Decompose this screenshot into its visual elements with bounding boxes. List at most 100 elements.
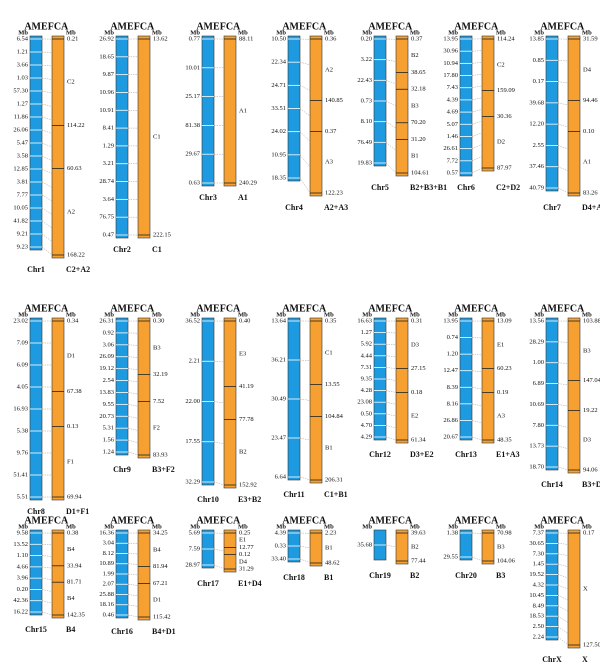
synteny-link: [299, 558, 311, 563]
fca-position: 94.46: [583, 97, 598, 104]
ame-position: 10.95: [271, 151, 286, 158]
synteny-link: [557, 636, 569, 645]
ame-chromosome: [545, 35, 559, 192]
mb-left: Mb: [104, 311, 114, 318]
ame-position: 4.44: [361, 352, 373, 359]
ame-position: 3.06: [103, 341, 115, 348]
fca-position: 48.35: [497, 436, 512, 443]
ame-position: 12.20: [529, 121, 544, 128]
synteny-link: [41, 142, 53, 148]
synteny-link: [41, 544, 53, 545]
ame-header: AME: [368, 21, 392, 32]
synteny-link: [299, 545, 311, 549]
ame-position: 36.52: [185, 317, 200, 324]
ame-position: 3.66: [17, 61, 29, 68]
chromosome-name: Chr5: [371, 183, 389, 192]
ame-position: 8.49: [533, 602, 544, 609]
ame-header: AME: [454, 515, 478, 526]
synteny-link: [41, 168, 53, 175]
chromosome-name: Chr7: [543, 203, 561, 212]
ame-position: 18.65: [99, 53, 114, 60]
synteny-link: [385, 59, 397, 62]
ame-position: 0.73: [361, 97, 372, 104]
ame-position: 13.95: [443, 35, 458, 42]
ame-position: 1.46: [447, 133, 459, 140]
chromosome-name: Chr14: [541, 480, 563, 489]
ame-position: 0.50: [361, 410, 372, 417]
fca-position: 103.88: [583, 317, 600, 324]
fca-chromosome-name: C1: [152, 245, 162, 254]
ame-chromosome: [459, 529, 473, 561]
chromosome-name: Chr1: [27, 265, 45, 274]
synteny-link: [127, 573, 139, 576]
synteny-link: [41, 103, 53, 107]
fca-segment: D2: [497, 139, 505, 146]
synteny-link: [385, 80, 397, 84]
synteny-link: [557, 404, 569, 407]
fca-segment: B1: [325, 445, 333, 452]
mb-left: Mb: [362, 311, 372, 318]
synteny-link: [41, 155, 53, 161]
fca-position: 83.93: [153, 451, 168, 458]
ame-position: 4.05: [17, 383, 28, 390]
fca-header: FCA: [134, 21, 155, 32]
synteny-link: [471, 144, 483, 149]
synteny-link: [557, 425, 569, 428]
ame-position: 33.40: [271, 555, 286, 562]
fca-header: FCA: [478, 21, 499, 32]
synteny-link: [471, 403, 483, 407]
ame-position: 3.21: [103, 160, 114, 167]
ame-position: 13.64: [271, 317, 286, 324]
fca-segment: X: [583, 585, 588, 592]
mb-right: Mb: [66, 523, 76, 530]
ame-position: 24.02: [271, 128, 286, 135]
ame-header: AME: [196, 303, 220, 314]
fca-segment: C1: [153, 133, 161, 140]
ame-position: 24.71: [271, 82, 286, 89]
fca-position: 67.38: [67, 388, 82, 395]
fca-chromosome-name: X: [582, 655, 588, 664]
mb-left: Mb: [18, 29, 28, 36]
synteny-link: [557, 166, 569, 172]
ame-position: 7.59: [189, 545, 200, 552]
fca-position: 34.25: [153, 529, 168, 536]
ame-position: 9.35: [361, 375, 372, 382]
ame-position: 26.92: [99, 35, 114, 42]
mb-left: Mb: [448, 311, 458, 318]
mb-right: Mb: [238, 523, 248, 530]
ame-position: 40.79: [529, 184, 544, 191]
synteny-link: [41, 611, 53, 616]
mb-left: Mb: [534, 311, 544, 318]
synteny-link: [299, 61, 311, 66]
mb-right: Mb: [410, 29, 420, 36]
fca-segment: B4: [153, 546, 161, 553]
fca-segment: B4: [67, 546, 75, 553]
fca-header: FCA: [306, 21, 327, 32]
fca-position: 0.35: [325, 317, 336, 324]
ame-header: AME: [454, 21, 478, 32]
fca-position: 0.17: [583, 529, 595, 536]
synteny-link: [557, 123, 569, 128]
fca-segment: A3: [325, 159, 333, 166]
ame-position: 0.46: [103, 611, 115, 618]
ame-position: 35.68: [357, 541, 372, 548]
ame-position: 0.20: [17, 586, 28, 593]
synteny-link: [557, 383, 569, 386]
fca-position: 30.36: [497, 113, 512, 120]
synteny-link: [385, 142, 397, 151]
ame-position: 57.30: [13, 87, 28, 94]
fca-position: 12.77: [239, 544, 254, 551]
synteny-link: [299, 85, 311, 91]
synteny-link: [471, 436, 483, 441]
fca-position: 122.23: [325, 189, 343, 196]
synteny-link: [557, 543, 569, 545]
synteny-link: [557, 445, 569, 449]
chromosome-name: Chr2: [113, 245, 131, 254]
ame-position: 0.92: [103, 329, 114, 336]
ame-position: 5.38: [17, 427, 28, 434]
fca-segment: A1: [239, 107, 247, 114]
synteny-link: [385, 544, 397, 548]
synteny-link: [557, 187, 569, 194]
ame-position: 7.30: [533, 550, 544, 557]
fca-chromosome: [567, 529, 581, 649]
